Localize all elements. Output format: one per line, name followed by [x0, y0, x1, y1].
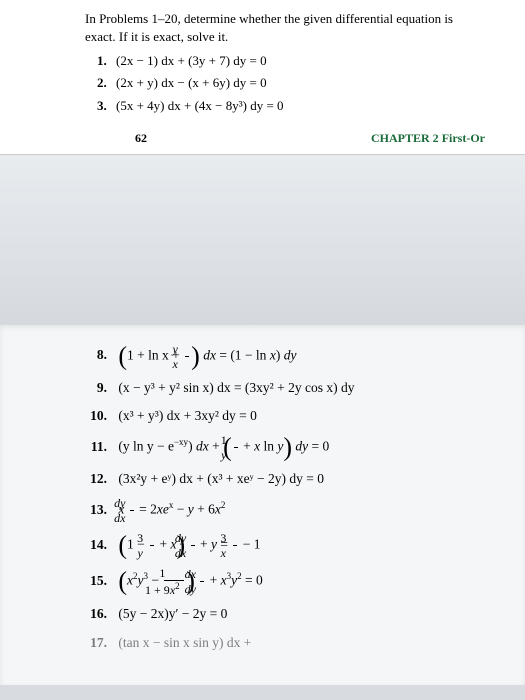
problem-number: 12. — [89, 469, 107, 489]
problem-3: 3. (5x + 4y) dx + (4x − 8y³) dy = 0 — [85, 95, 485, 117]
problem-number: 16. — [89, 604, 107, 624]
problem-2: 2. (2x + y) dx − (x + 6y) dy = 0 — [85, 72, 485, 94]
problem-1: 1. (2x − 1) dx + (3y + 7) dy = 0 — [85, 50, 485, 72]
problem-equation: (x − y³ + y² sin x) dx = (3xy² + 2y cos … — [118, 380, 354, 395]
problem-equation: (2x − 1) dx + (3y + 7) dy = 0 — [116, 53, 267, 68]
problem-equation: (x³ + y³) dx + 3xy² dy = 0 — [118, 408, 256, 423]
page-footer: 62 CHAPTER 2 First-Or — [85, 131, 485, 146]
problem-number: 14. — [89, 535, 107, 555]
page-top-section: In Problems 1–20, determine whether the … — [0, 0, 525, 155]
page-bottom-section: 8. (1 + ln x + yx) dx = (1 − ln x) dy 9.… — [0, 325, 525, 685]
problem-number: 3. — [97, 98, 107, 113]
problem-16: 16. (5y − 2x)y′ − 2y = 0 — [109, 604, 485, 624]
problem-number: 13. — [89, 500, 107, 520]
problem-equation: (5y − 2x)y′ − 2y = 0 — [118, 606, 227, 621]
instructions-text: In Problems 1–20, determine whether the … — [85, 10, 485, 46]
problem-8: 8. (1 + ln x + yx) dx = (1 − ln x) dy — [109, 343, 485, 370]
problem-number: 2. — [97, 75, 107, 90]
problem-equation: (3x²y + eʸ) dx + (x³ + xeʸ − 2y) dy = 0 — [118, 471, 324, 486]
problem-15: 15. (x2y3 − 11 + 9x2) dxdy + x3y2 = 0 — [109, 567, 485, 596]
problem-11: 11. (y ln y − e−xy) dx + (1y + x ln y) d… — [109, 434, 485, 461]
problem-number: 10. — [89, 406, 107, 426]
page-gap — [0, 155, 525, 325]
problem-equation: (2x + y) dx − (x + 6y) dy = 0 — [116, 75, 267, 90]
problem-10: 10. (x³ + y³) dx + 3xy² dy = 0 — [109, 406, 485, 426]
problem-number: 17. — [89, 633, 107, 653]
problem-equation: (5x + 4y) dx + (4x − 8y³) dy = 0 — [116, 98, 284, 113]
problem-14: 14. (1 − 3y + x) dydx + y = 3x − 1 — [109, 532, 485, 559]
problem-number: 11. — [89, 437, 107, 457]
problem-number: 8. — [89, 345, 107, 365]
problem-number: 9. — [89, 378, 107, 398]
problem-9: 9. (x − y³ + y² sin x) dx = (3xy² + 2y c… — [109, 378, 485, 398]
problem-equation: (tan x − sin x sin y) dx + — [118, 635, 251, 650]
chapter-label: CHAPTER 2 First-Or — [371, 131, 485, 146]
problem-number: 15. — [89, 571, 107, 591]
problem-13: 13. x dydx = 2xex − y + 6x2 — [109, 497, 485, 524]
problem-12: 12. (3x²y + eʸ) dx + (x³ + xeʸ − 2y) dy … — [109, 469, 485, 489]
page-number: 62 — [135, 131, 147, 146]
problem-number: 1. — [97, 53, 107, 68]
problem-17: 17. (tan x − sin x sin y) dx + — [109, 633, 485, 653]
